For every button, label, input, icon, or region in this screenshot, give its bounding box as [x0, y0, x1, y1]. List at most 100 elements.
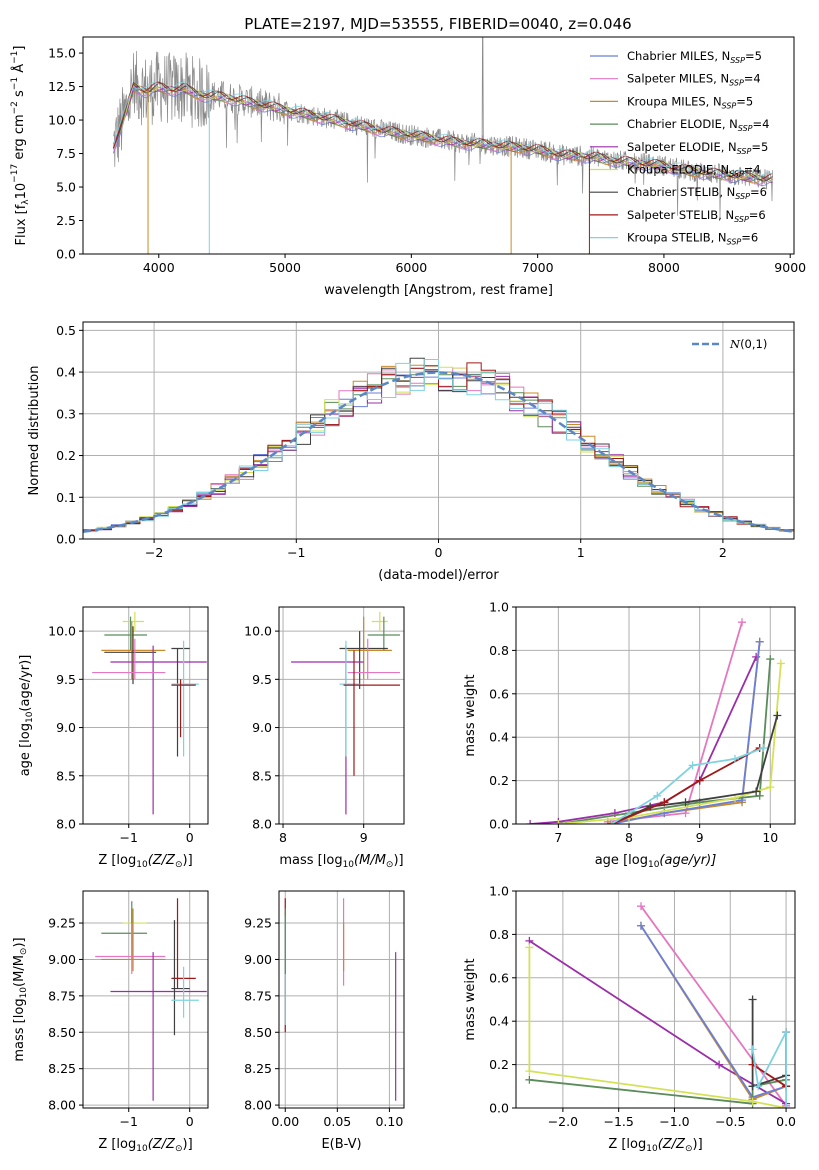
weight-series-line: [611, 747, 761, 824]
model-spectrum-line: [112, 81, 773, 182]
y-tick-label: 0.0: [489, 817, 509, 832]
weight-marker: [782, 1104, 791, 1108]
y-tick-label: 12.5: [48, 79, 76, 94]
weight-marker: [752, 787, 761, 796]
x-axis-label: age [log10(age/yr)]: [595, 853, 717, 870]
axes-frame: [278, 890, 405, 1109]
weight-marker: [776, 659, 785, 668]
weight-marker: [738, 618, 747, 627]
y-axis-label: Normed distribution: [27, 366, 42, 496]
y-tick-label: 5.0: [56, 180, 76, 195]
x-axis-label: E(B-V): [321, 1137, 361, 1152]
y-tick-label: 9.0: [56, 720, 76, 735]
plot-area: [284, 898, 397, 1101]
data-point: [367, 616, 400, 651]
grid-lines: [279, 607, 404, 825]
weight-series-line: [528, 940, 787, 1105]
axes-frame: [82, 321, 795, 540]
x-axis-label: wavelength [Angstrom, rest frame]: [324, 283, 553, 298]
weight-marker: [748, 1045, 757, 1054]
x-axis-label: Z [log10(Z/Z⊙)]: [98, 853, 192, 870]
data-point: [122, 611, 144, 632]
x-tick-label: 1: [577, 545, 585, 560]
plot-area: [92, 611, 207, 815]
weight-marker: [603, 820, 612, 824]
weight-series-line: [528, 947, 787, 1108]
y-tick-label: 0.2: [489, 773, 509, 788]
y-tick-label: 0.1: [56, 490, 76, 505]
weight-marker: [636, 921, 645, 930]
plot-area: [526, 618, 785, 824]
x-tick-label: 9000: [774, 260, 806, 275]
y-tick-label: 9.5: [56, 672, 76, 687]
legend-entry: Salpeter MILES, NSSP=4: [627, 72, 761, 88]
data-point: [171, 679, 196, 738]
plot-area: [83, 357, 794, 533]
weight-marker: [525, 1075, 534, 1084]
weight-series-line: [529, 1078, 787, 1105]
weight-marker: [755, 791, 764, 800]
legend-entry: Kroupa MILES, NSSP=5: [627, 94, 753, 110]
chart-weight-vs-age: 7 8 9 10 0.0 0.2 0.4 0.6 0.8 1.0 age [log10(age/yr…: [463, 600, 796, 870]
data-point: [101, 908, 166, 972]
x-tick-label: −1: [120, 1114, 138, 1129]
weight-marker: [773, 711, 782, 720]
x-tick-label: 8: [625, 830, 633, 845]
axes-frame: [278, 606, 405, 825]
data-point: [291, 645, 364, 815]
weight-marker: [660, 798, 669, 807]
y-tick-label: 8.50: [48, 1025, 76, 1040]
y-axis-label: Flux [fλ10−17 erg cm−2 s−1 Å−1]: [10, 46, 31, 246]
y-tick-label: 9.0: [252, 720, 272, 735]
y-tick-label: 0.4: [489, 730, 509, 745]
x-axis-label: Z [log10(Z/Z⊙)]: [98, 1137, 192, 1154]
y-tick-label: 0.8: [489, 927, 509, 942]
x-tick-label: 6000: [395, 260, 427, 275]
y-tick-label: 8.00: [48, 1098, 76, 1113]
weight-marker: [636, 902, 645, 911]
model-spectrum-line: [112, 86, 773, 183]
x-tick-label: 9: [360, 830, 368, 845]
weight-marker: [759, 744, 768, 753]
data-point: [104, 616, 148, 651]
y-tick-label: 10.0: [48, 113, 76, 128]
model-spectrum-line: [112, 86, 773, 187]
x-tick-label: 7000: [522, 260, 554, 275]
legend-entry: Chabrier MILES, NSSP=5: [627, 49, 762, 65]
y-axis-label: mass weight: [463, 958, 478, 1040]
x-tick-label: −1: [287, 545, 305, 560]
weight-marker: [525, 1067, 534, 1076]
legend-entry: Chabrier STELIB, NSSP=6: [627, 185, 767, 201]
grid-lines: [83, 607, 208, 825]
weight-series-line: [530, 656, 758, 824]
chart-spectrum: 4000 5000 6000 7000 8000 9000 0.0 2.5 5.0 7.5 10.0…: [10, 36, 806, 298]
data-point: [339, 631, 388, 689]
x-tick-label: 0.05: [323, 1114, 351, 1129]
y-tick-label: 8.25: [244, 1061, 272, 1076]
x-tick-label: 0: [186, 830, 194, 845]
chart-weight-vs-Z: −2.0 −1.5 −1.0 −0.5 0.0 0.0 0.2 0.4 0.6 0.8 1.0 Z […: [463, 884, 796, 1155]
plot-area: [95, 898, 207, 1101]
y-tick-label: 9.5: [252, 672, 272, 687]
weight-series-line: [751, 1031, 787, 1108]
y-tick-label: 8.25: [48, 1061, 76, 1076]
y-tick-label: 1.0: [489, 884, 509, 899]
y-tick-label: 9.25: [244, 916, 272, 931]
axes-frame: [515, 606, 796, 825]
weight-marker: [782, 1028, 791, 1037]
y-tick-label: 2.5: [56, 213, 76, 228]
x-tick-label: 0.0: [776, 1114, 796, 1129]
x-tick-label: −1.0: [659, 1114, 689, 1129]
residual-histogram: [83, 359, 794, 533]
y-tick-label: 8.00: [244, 1098, 272, 1113]
y-axis-label: mass weight: [463, 674, 478, 756]
chart-residuals: −2 −1 0 1 2 0.0 0.1 0.2 0.3 0.4 0.5 (data-model)/er…: [27, 321, 795, 583]
weight-marker: [754, 1082, 763, 1091]
y-tick-label: 0.0: [489, 1101, 509, 1116]
legend-entry: N(0,1): [729, 337, 767, 351]
y-tick-label: 0.0: [56, 532, 76, 547]
legend-entry: Salpeter ELODIE, NSSP=5: [627, 140, 768, 156]
y-tick-label: 8.75: [48, 988, 76, 1003]
data-point: [343, 650, 400, 776]
chart-mass-vs-Z: −1 0 8.00 8.25 8.50 8.75 9.00 9.25 Z [log10(Z/Z⊙…: [12, 890, 209, 1154]
